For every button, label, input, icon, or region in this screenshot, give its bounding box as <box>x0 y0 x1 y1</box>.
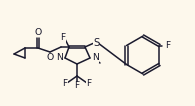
Text: N: N <box>56 54 63 63</box>
Text: F: F <box>86 80 92 89</box>
Text: O: O <box>46 53 54 62</box>
Text: F: F <box>165 41 171 50</box>
Text: F: F <box>62 80 67 89</box>
Text: F: F <box>74 82 80 91</box>
Text: S: S <box>93 38 99 48</box>
Text: O: O <box>34 28 42 37</box>
Text: N: N <box>92 54 99 63</box>
Text: F: F <box>60 33 66 43</box>
